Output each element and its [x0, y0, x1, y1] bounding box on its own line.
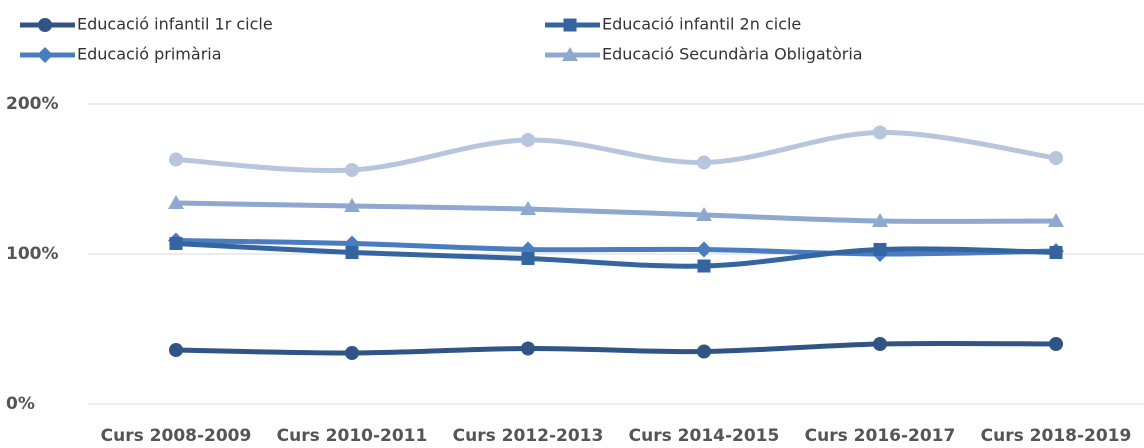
data-point — [697, 344, 711, 359]
data-point — [169, 152, 183, 167]
series-line — [175, 200, 1057, 224]
data-point — [345, 246, 359, 259]
x-tick-label: Curs 2018-2019 — [981, 426, 1132, 446]
y-tick-label: 0% — [6, 394, 35, 414]
data-point — [1048, 213, 1064, 227]
data-point — [520, 201, 536, 215]
legend-label: Educació infantil 2n cicle — [602, 15, 801, 34]
data-point — [873, 337, 887, 351]
legend-label: Educació infantil 1r cicle — [77, 15, 273, 34]
series-line — [175, 129, 1057, 174]
data-point — [1049, 151, 1063, 165]
series-line — [175, 241, 1057, 269]
x-tick-label: Curs 2012-2013 — [453, 426, 604, 446]
data-point — [873, 125, 887, 140]
y-tick-label: 100% — [6, 244, 59, 264]
legend-marker — [563, 18, 577, 32]
data-point — [521, 341, 535, 356]
legend-marker — [562, 47, 578, 61]
data-point — [345, 163, 359, 177]
data-point — [1049, 246, 1063, 259]
data-point — [873, 243, 887, 256]
x-tick-label: Curs 2010-2011 — [277, 426, 428, 446]
y-tick-label: 200% — [6, 94, 59, 114]
legend-label: Educació primària — [77, 45, 222, 64]
data-point — [345, 346, 359, 360]
data-point — [696, 241, 712, 258]
data-point — [521, 252, 535, 265]
data-point — [697, 259, 711, 273]
x-tick-label: Curs 2008-2009 — [101, 426, 252, 446]
data-point — [168, 195, 184, 209]
data-point — [872, 213, 888, 227]
x-tick-label: Curs 2016-2017 — [805, 426, 956, 446]
series-line — [175, 238, 1057, 257]
series-line — [175, 340, 1057, 356]
data-point — [169, 237, 183, 250]
data-point — [344, 198, 360, 212]
data-point — [169, 343, 183, 357]
legend-marker — [37, 47, 53, 63]
data-point — [521, 133, 535, 147]
legend-marker — [38, 18, 52, 32]
data-point — [697, 155, 711, 170]
x-tick-label: Curs 2014-2015 — [629, 426, 780, 446]
data-point — [1049, 337, 1063, 351]
legend-label: Educació Secundària Obligatòria — [602, 45, 863, 64]
data-point — [696, 207, 712, 221]
